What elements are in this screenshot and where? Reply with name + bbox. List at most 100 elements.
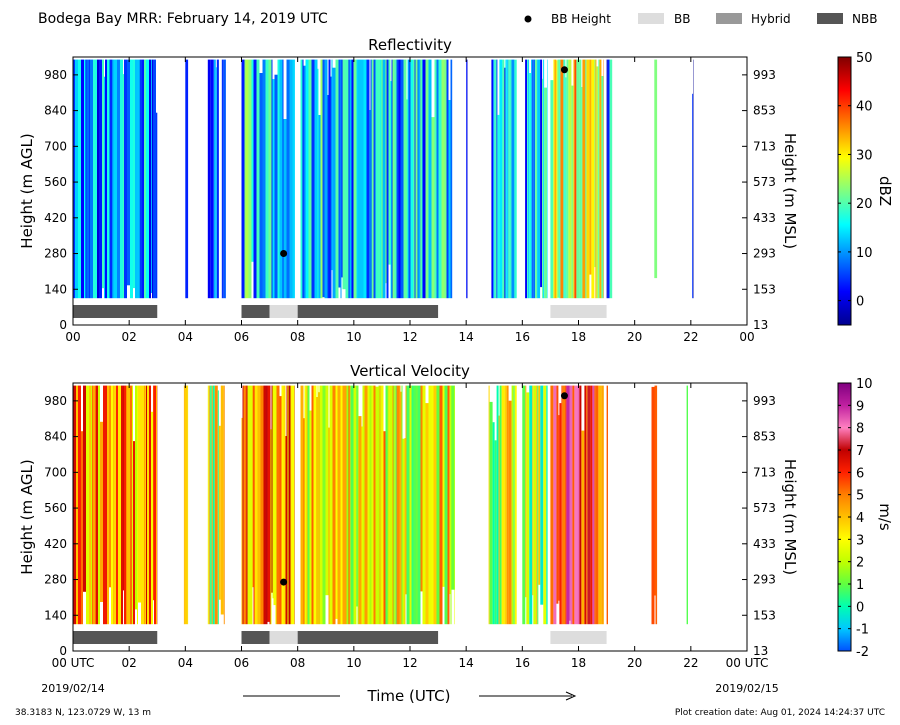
data-column bbox=[109, 59, 110, 299]
data-column bbox=[417, 59, 419, 299]
data-column bbox=[375, 59, 378, 299]
colorbar-tick-label: 6 bbox=[856, 466, 864, 481]
data-column bbox=[514, 59, 517, 299]
data-column bbox=[448, 100, 451, 299]
x-tick-label: 10 bbox=[346, 656, 361, 670]
data-column bbox=[256, 59, 260, 299]
x-tick-label: 06 bbox=[234, 656, 249, 670]
data-column bbox=[546, 385, 548, 625]
data-column bbox=[123, 385, 124, 591]
data-column bbox=[385, 59, 387, 284]
data-column bbox=[277, 59, 280, 299]
data-column bbox=[313, 385, 317, 625]
data-column bbox=[410, 59, 414, 299]
data-column bbox=[433, 385, 437, 625]
data-column bbox=[537, 59, 541, 299]
data-column bbox=[114, 385, 116, 625]
data-column bbox=[214, 385, 218, 625]
data-column bbox=[113, 385, 114, 625]
data-column bbox=[103, 385, 106, 625]
data-column bbox=[494, 59, 497, 299]
data-column bbox=[345, 385, 347, 625]
data-column bbox=[491, 59, 494, 299]
data-column bbox=[147, 385, 149, 625]
y2-tick-label: 13 bbox=[753, 318, 768, 332]
data-column bbox=[378, 385, 380, 625]
data-column bbox=[91, 385, 92, 625]
precip-band bbox=[491, 59, 517, 299]
data-column bbox=[538, 385, 541, 585]
precip-band bbox=[686, 385, 688, 625]
y-tick-label: 840 bbox=[44, 104, 67, 118]
data-column bbox=[149, 59, 151, 299]
data-column bbox=[528, 59, 530, 299]
classification-segment bbox=[73, 631, 158, 644]
data-column bbox=[289, 59, 293, 299]
data-column bbox=[130, 59, 133, 299]
colorbar-tick-label: 5 bbox=[856, 489, 864, 504]
data-column bbox=[570, 385, 573, 625]
y-tick-label: 700 bbox=[44, 465, 67, 479]
end-date-label: 2019/02/15 bbox=[715, 682, 778, 695]
data-column bbox=[601, 76, 604, 299]
precip-band bbox=[185, 59, 189, 299]
data-column bbox=[306, 385, 308, 625]
data-column bbox=[526, 392, 530, 625]
data-column bbox=[544, 87, 548, 299]
data-column bbox=[111, 385, 113, 625]
data-column bbox=[123, 74, 124, 299]
x-tick-label: 16 bbox=[515, 330, 530, 344]
data-column bbox=[585, 59, 587, 299]
data-field bbox=[73, 59, 694, 299]
data-column bbox=[501, 385, 505, 625]
x-tick-label: 22 bbox=[683, 656, 698, 670]
x-tick-label: 00 UTC bbox=[726, 656, 769, 670]
data-column bbox=[328, 59, 331, 299]
data-column bbox=[408, 59, 411, 299]
data-column bbox=[553, 59, 555, 299]
classification-bar bbox=[73, 631, 607, 644]
precip-band bbox=[73, 59, 158, 299]
data-column bbox=[370, 59, 372, 299]
data-column bbox=[540, 59, 543, 288]
data-column bbox=[341, 59, 343, 278]
data-column bbox=[248, 59, 252, 299]
data-column bbox=[497, 114, 500, 299]
y-tick-label: 0 bbox=[59, 318, 67, 332]
data-column bbox=[413, 59, 415, 299]
data-column bbox=[579, 385, 582, 625]
data-column bbox=[686, 385, 688, 625]
data-column bbox=[263, 385, 265, 625]
classification-segment bbox=[550, 305, 607, 318]
data-column bbox=[559, 403, 562, 625]
data-column bbox=[210, 59, 214, 299]
precip-band bbox=[488, 385, 517, 625]
panel-title: Vertical Velocity bbox=[350, 362, 470, 380]
data-column bbox=[243, 385, 246, 625]
colorbar-tick-label: 1 bbox=[856, 578, 864, 593]
data-column bbox=[562, 385, 566, 625]
colorbar-label: dBZ bbox=[876, 176, 894, 206]
data-column bbox=[550, 80, 554, 299]
data-column bbox=[596, 66, 599, 299]
precip-band bbox=[525, 59, 548, 299]
data-column bbox=[318, 115, 321, 299]
data-column bbox=[504, 385, 507, 625]
data-column bbox=[220, 385, 224, 615]
data-column bbox=[565, 77, 567, 299]
data-column bbox=[322, 385, 326, 625]
data-column bbox=[543, 59, 545, 299]
data-column bbox=[322, 59, 325, 298]
x-tick-label: 10 bbox=[346, 330, 361, 344]
data-column bbox=[405, 385, 407, 595]
data-column bbox=[265, 59, 269, 299]
data-column bbox=[327, 95, 329, 299]
data-column bbox=[260, 385, 264, 625]
data-column bbox=[133, 441, 135, 625]
data-column bbox=[594, 59, 596, 268]
data-column bbox=[272, 79, 275, 299]
data-column bbox=[442, 385, 445, 587]
data-column bbox=[506, 59, 508, 299]
data-column bbox=[447, 385, 450, 625]
